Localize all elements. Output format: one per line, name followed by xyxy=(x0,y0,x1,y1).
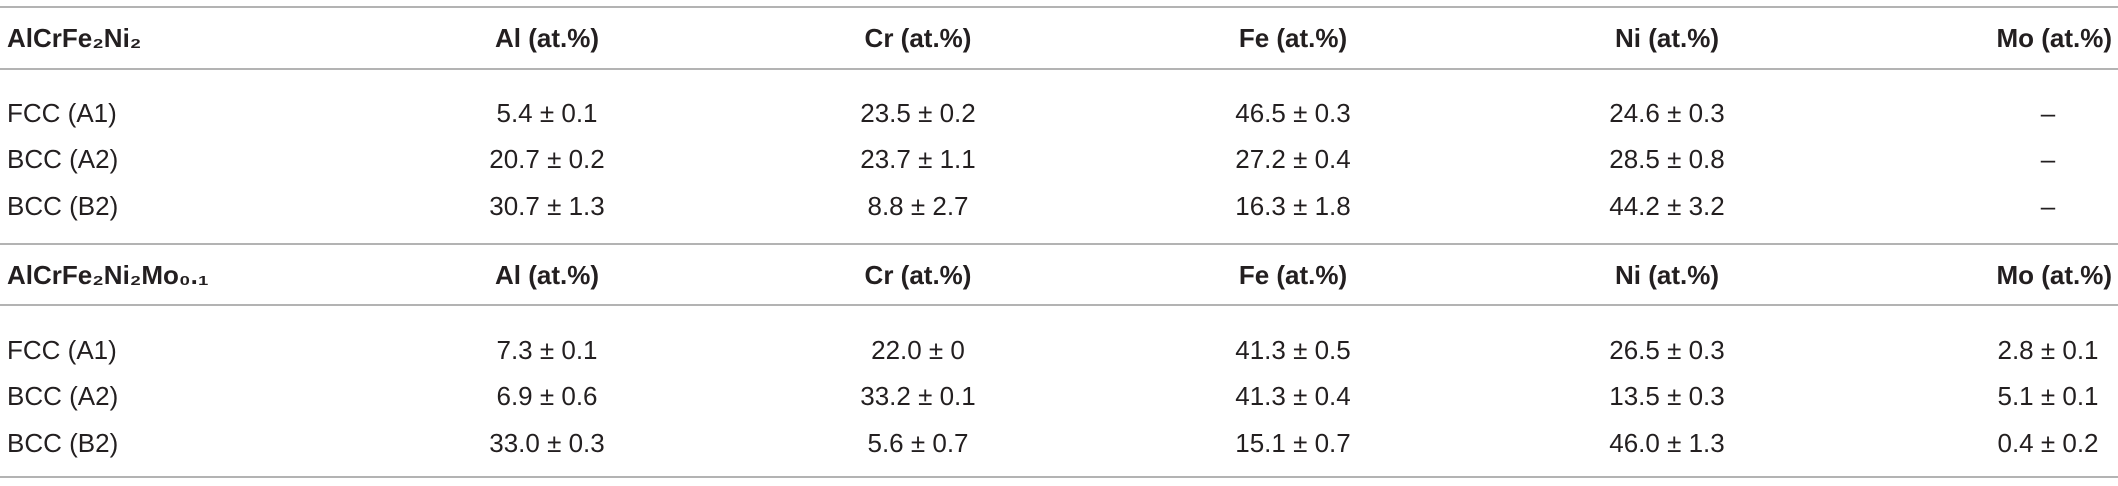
rule xyxy=(0,68,2118,70)
row-label: BCC (A2) xyxy=(7,144,119,174)
column-header: Fe (at.%) xyxy=(1238,23,1348,53)
rule xyxy=(0,6,2118,8)
cell-value: 5.6 ± 0.7 xyxy=(867,428,969,458)
cell-value: 24.6 ± 0.3 xyxy=(1609,98,1725,128)
cell-value: 41.3 ± 0.5 xyxy=(1235,335,1351,365)
cell-value: 26.5 ± 0.3 xyxy=(1609,335,1725,365)
cell-value: 30.7 ± 1.3 xyxy=(489,191,605,221)
section-title: AlCrFe₂Ni₂Mo₀.₁ xyxy=(7,260,209,290)
cell-value: – xyxy=(2040,144,2056,174)
cell-value: 15.1 ± 0.7 xyxy=(1235,428,1351,458)
cell-value: 23.7 ± 1.1 xyxy=(860,144,976,174)
column-header: Mo (at.%) xyxy=(1996,23,2112,53)
cell-value: 27.2 ± 0.4 xyxy=(1235,144,1351,174)
row-label: FCC (A1) xyxy=(7,98,117,128)
cell-value: 0.4 ± 0.2 xyxy=(1997,428,2099,458)
cell-value: 33.0 ± 0.3 xyxy=(489,428,605,458)
row-label: BCC (B2) xyxy=(7,191,119,221)
cell-value: 23.5 ± 0.2 xyxy=(860,98,976,128)
cell-value: 46.0 ± 1.3 xyxy=(1609,428,1725,458)
column-header: Fe (at.%) xyxy=(1238,260,1348,290)
cell-value: – xyxy=(2040,98,2056,128)
rule xyxy=(0,476,2118,478)
cell-value: 7.3 ± 0.1 xyxy=(496,335,598,365)
cell-value: – xyxy=(2040,191,2056,221)
cell-value: 44.2 ± 3.2 xyxy=(1609,191,1725,221)
row-label: BCC (B2) xyxy=(7,428,119,458)
column-header: Mo (at.%) xyxy=(1996,260,2112,290)
column-header: Al (at.%) xyxy=(495,23,599,53)
cell-value: 33.2 ± 0.1 xyxy=(860,381,976,411)
cell-value: 5.1 ± 0.1 xyxy=(1997,381,2099,411)
column-header: Ni (at.%) xyxy=(1615,23,1719,53)
cell-value: 13.5 ± 0.3 xyxy=(1609,381,1725,411)
rule xyxy=(0,304,2118,306)
row-label: FCC (A1) xyxy=(7,335,117,365)
column-header: Ni (at.%) xyxy=(1615,260,1719,290)
cell-value: 22.0 ± 0 xyxy=(871,335,965,365)
cell-value: 46.5 ± 0.3 xyxy=(1235,98,1351,128)
column-header: Al (at.%) xyxy=(495,260,599,290)
column-header: Cr (at.%) xyxy=(864,23,972,53)
cell-value: 28.5 ± 0.8 xyxy=(1609,144,1725,174)
row-label: BCC (A2) xyxy=(7,381,119,411)
cell-value: 2.8 ± 0.1 xyxy=(1997,335,2099,365)
cell-value: 16.3 ± 1.8 xyxy=(1235,191,1351,221)
section-title: AlCrFe₂Ni₂ xyxy=(7,23,142,53)
cell-value: 5.4 ± 0.1 xyxy=(496,98,598,128)
cell-value: 6.9 ± 0.6 xyxy=(496,381,598,411)
column-header: Cr (at.%) xyxy=(864,260,972,290)
cell-value: 8.8 ± 2.7 xyxy=(867,191,969,221)
cell-value: 41.3 ± 0.4 xyxy=(1235,381,1351,411)
cell-value: 20.7 ± 0.2 xyxy=(489,144,605,174)
rule xyxy=(0,243,2118,245)
